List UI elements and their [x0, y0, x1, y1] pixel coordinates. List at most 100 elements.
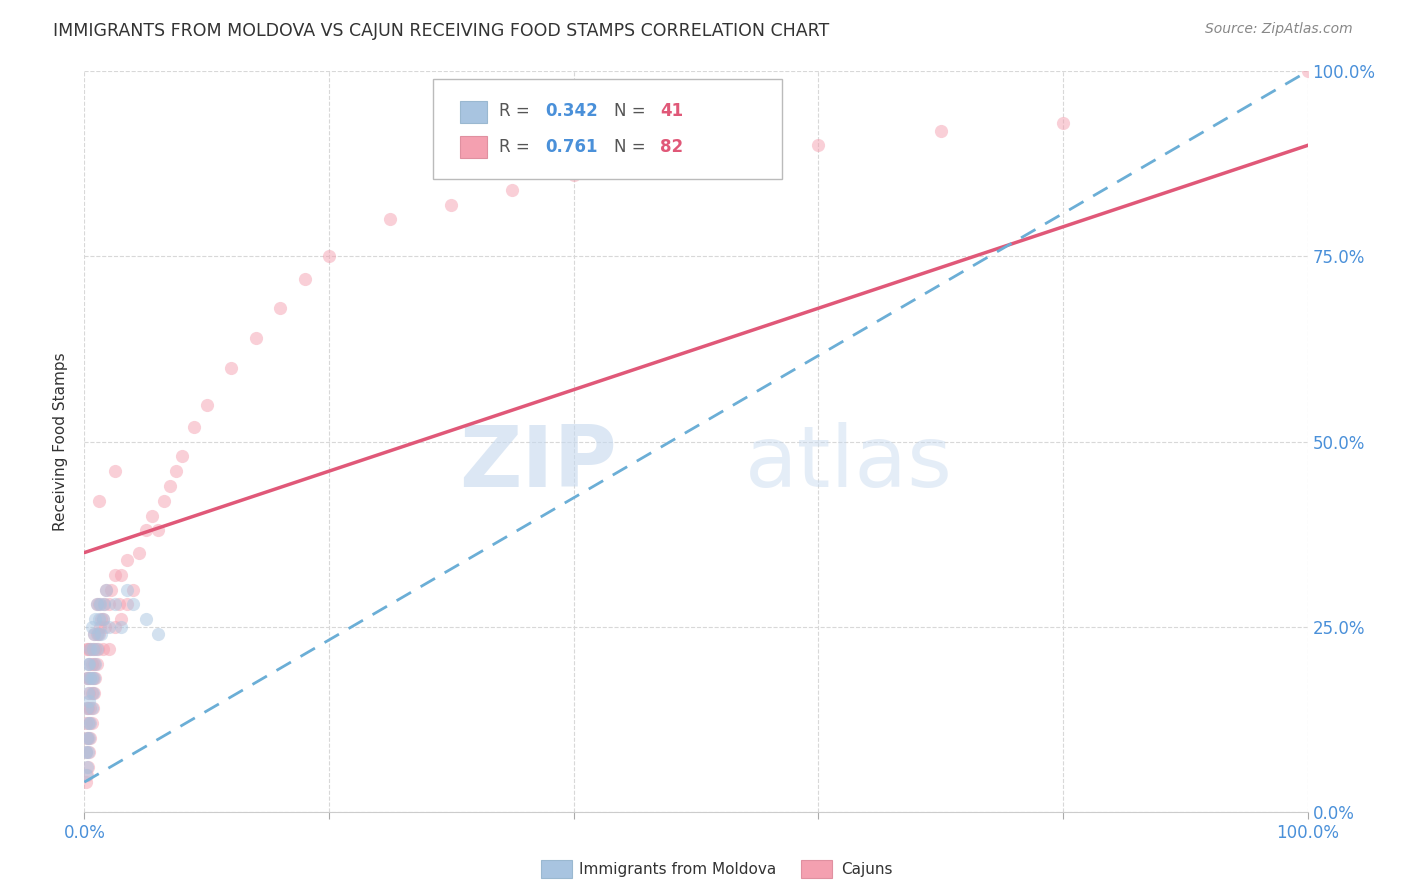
- Point: [76, 641, 98, 656]
- Point: [76, 731, 98, 745]
- Text: IMMIGRANTS FROM MOLDOVA VS CAJUN RECEIVING FOOD STAMPS CORRELATION CHART: IMMIGRANTS FROM MOLDOVA VS CAJUN RECEIVI…: [53, 22, 830, 40]
- Point: [77, 715, 100, 730]
- Point: [172, 450, 194, 464]
- Point: [80, 715, 103, 730]
- Point: [219, 360, 242, 375]
- Point: [77, 657, 100, 671]
- Point: [86, 598, 108, 612]
- Point: [83, 657, 105, 671]
- Point: [83, 627, 105, 641]
- Point: [77, 760, 100, 774]
- Point: [83, 627, 105, 641]
- Point: [135, 612, 157, 626]
- Point: [76, 760, 98, 774]
- Point: [80, 619, 103, 633]
- Point: [115, 582, 138, 597]
- Point: [76, 767, 98, 781]
- Point: [89, 619, 111, 633]
- FancyBboxPatch shape: [433, 78, 782, 178]
- Point: [83, 686, 105, 700]
- Point: [107, 598, 129, 612]
- Point: [84, 672, 107, 686]
- Text: R =: R =: [499, 138, 536, 156]
- Point: [685, 153, 707, 168]
- Point: [1296, 64, 1319, 78]
- Text: atlas: atlas: [745, 422, 953, 505]
- Point: [79, 701, 101, 715]
- Text: N =: N =: [614, 138, 651, 156]
- Point: [80, 672, 103, 686]
- Point: [380, 212, 402, 227]
- Point: [77, 731, 100, 745]
- Point: [153, 493, 176, 508]
- Point: [128, 546, 150, 560]
- Point: [146, 524, 169, 538]
- Point: [87, 598, 110, 612]
- Bar: [460, 136, 486, 158]
- Point: [77, 641, 100, 656]
- Point: [86, 627, 108, 641]
- Point: [79, 731, 101, 745]
- Point: [110, 612, 132, 626]
- Point: [77, 746, 100, 760]
- Point: [91, 641, 114, 656]
- Point: [76, 672, 98, 686]
- Point: [115, 598, 138, 612]
- Point: [77, 672, 100, 686]
- Point: [502, 183, 524, 197]
- Text: Immigrants from Moldova: Immigrants from Moldova: [579, 863, 776, 877]
- Bar: [460, 101, 486, 123]
- Text: 0.761: 0.761: [546, 138, 598, 156]
- Point: [104, 598, 127, 612]
- Point: [1052, 116, 1074, 130]
- Point: [84, 641, 107, 656]
- Point: [82, 672, 104, 686]
- Point: [146, 627, 169, 641]
- Point: [80, 686, 103, 700]
- Point: [82, 641, 104, 656]
- Point: [93, 598, 115, 612]
- Text: 82: 82: [661, 138, 683, 156]
- Point: [115, 553, 138, 567]
- Point: [929, 123, 952, 137]
- Point: [86, 598, 108, 612]
- Point: [122, 582, 145, 597]
- Point: [122, 598, 145, 612]
- Text: 0.342: 0.342: [546, 102, 599, 120]
- Text: Source: ZipAtlas.com: Source: ZipAtlas.com: [1205, 22, 1353, 37]
- Point: [79, 672, 101, 686]
- Point: [100, 582, 122, 597]
- Point: [96, 582, 118, 597]
- Point: [86, 657, 108, 671]
- Point: [79, 641, 101, 656]
- Point: [75, 715, 97, 730]
- Point: [75, 767, 97, 781]
- Point: [93, 598, 115, 612]
- Point: [76, 701, 98, 715]
- Point: [94, 619, 117, 633]
- Text: N =: N =: [614, 102, 651, 120]
- Point: [77, 715, 100, 730]
- Point: [83, 672, 105, 686]
- Point: [165, 464, 187, 478]
- Point: [79, 715, 101, 730]
- Point: [84, 612, 107, 626]
- Point: [87, 493, 110, 508]
- Text: ZIP: ZIP: [458, 422, 616, 505]
- Point: [84, 657, 107, 671]
- Point: [76, 731, 98, 745]
- Point: [90, 612, 112, 626]
- Point: [77, 746, 100, 760]
- Point: [77, 731, 100, 745]
- Point: [75, 746, 97, 760]
- Point: [75, 746, 97, 760]
- Point: [77, 694, 100, 708]
- Point: [110, 567, 132, 582]
- Point: [440, 197, 463, 211]
- Point: [195, 398, 218, 412]
- Point: [76, 701, 98, 715]
- Point: [76, 672, 98, 686]
- Point: [159, 479, 181, 493]
- Text: R =: R =: [499, 102, 536, 120]
- Y-axis label: Receiving Food Stamps: Receiving Food Stamps: [53, 352, 69, 531]
